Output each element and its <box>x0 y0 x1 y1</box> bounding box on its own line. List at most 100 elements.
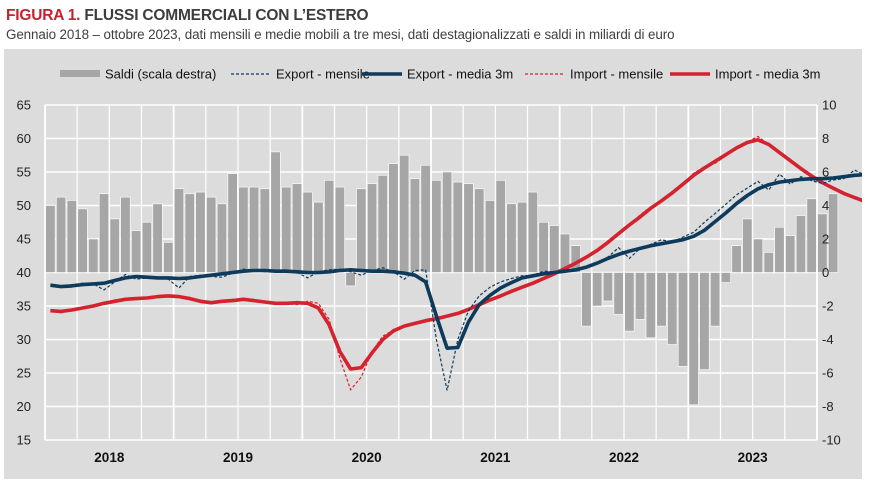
bar-saldi <box>763 252 774 273</box>
bar-saldi <box>270 151 281 273</box>
bar-saldi <box>227 173 238 273</box>
bar-saldi <box>549 225 560 273</box>
legend-label-export-m: Export - mensile <box>276 67 370 82</box>
chart-panel: 65 60 55 50 45 40 35 30 25 20 15 10 8 6 4 2 0 -2 -4 -6 -8 -1… <box>4 49 862 479</box>
figure-title: FIGURA 1. FLUSSI COMMERCIALI CON L’ESTER… <box>6 7 369 25</box>
bar-saldi <box>431 180 442 273</box>
bar-saldi <box>334 186 345 273</box>
bar-saldi <box>163 242 174 273</box>
y-right-tick-label: 10 <box>822 98 836 113</box>
bar-saldi <box>581 272 592 327</box>
y-right-tick-label: 0 <box>822 265 829 280</box>
y-left-tick-label: 15 <box>17 433 31 448</box>
bar-saldi <box>120 196 131 273</box>
bar-saldi <box>731 245 742 273</box>
bar-saldi <box>828 193 839 273</box>
bar-saldi <box>324 180 335 273</box>
y-left-tick-label: 55 <box>17 165 31 180</box>
bar-saldi <box>420 165 431 273</box>
legend-label-import-3m: Import - media 3m <box>715 67 820 82</box>
bar-saldi <box>195 191 206 273</box>
legend-swatch-saldi <box>60 70 100 77</box>
bar-saldi <box>710 272 721 327</box>
bar-saldi <box>152 203 163 273</box>
y-right-tick-label: -10 <box>822 433 841 448</box>
x-tick-label: 2019 <box>223 450 253 465</box>
bar-saldi <box>699 272 710 370</box>
bar-saldi <box>313 201 324 273</box>
x-tick-label: 2023 <box>738 450 769 465</box>
bar-saldi <box>506 203 517 273</box>
bar-saldi <box>538 221 549 273</box>
y-right-tick-label: 2 <box>822 232 829 247</box>
bar-saldi <box>624 272 635 332</box>
bar-saldi <box>688 272 699 406</box>
bar-saldi <box>302 191 313 273</box>
bar-saldi <box>249 186 260 273</box>
bar-saldi <box>66 200 77 273</box>
y-right-tick-label: 4 <box>822 198 829 213</box>
bar-saldi <box>720 272 731 283</box>
bar-saldi <box>474 188 485 273</box>
legend-label-export-3m: Export - media 3m <box>407 67 513 82</box>
legend-label-import-m: Import - mensile <box>570 67 663 82</box>
lines <box>50 135 862 392</box>
bar-saldi <box>98 193 110 273</box>
bar-saldi <box>592 272 603 307</box>
bar-saldi <box>259 188 270 273</box>
bar-saldi <box>635 272 646 320</box>
line-export-media-3m <box>50 173 862 350</box>
bar-saldi <box>281 186 292 273</box>
x-tick-label: 2020 <box>352 450 382 465</box>
bar-saldi <box>452 181 463 273</box>
legend-label-saldi: Saldi (scala destra) <box>105 67 216 82</box>
y-left-tick-label: 25 <box>17 366 31 381</box>
y-axis-left: 65 60 55 50 45 40 35 30 25 20 15 <box>17 98 31 448</box>
bar-saldi <box>742 218 753 273</box>
y-right-tick-label: 8 <box>822 131 829 146</box>
x-tick-label: 2021 <box>480 450 511 465</box>
bar-saldi <box>131 230 142 273</box>
bar-saldi <box>656 272 667 327</box>
y-left-tick-label: 40 <box>17 265 31 280</box>
bar-saldi <box>806 198 817 273</box>
bar-saldi <box>817 213 828 273</box>
bar-saldi <box>495 180 506 273</box>
bar-saldi <box>173 188 185 273</box>
bar-saldi <box>206 196 217 273</box>
bar-saldi <box>442 171 453 273</box>
bar-saldi <box>752 238 764 273</box>
y-right-tick-label: -8 <box>822 399 834 414</box>
y-left-tick-label: 20 <box>17 399 31 414</box>
bar-saldi <box>602 272 613 302</box>
figure-label: FIGURA 1. <box>6 7 81 24</box>
bar-saldi <box>388 163 399 273</box>
bar-saldi <box>56 196 67 273</box>
y-right-tick-label: -4 <box>822 332 834 347</box>
y-left-tick-label: 30 <box>17 332 31 347</box>
bar-saldi <box>291 183 303 273</box>
bar-saldi <box>484 200 496 273</box>
bar-saldi <box>216 203 227 273</box>
x-axis: 2018 2019 2020 2021 2022 2023 <box>94 450 768 465</box>
bar-saldi <box>366 183 378 273</box>
bar-saldi <box>345 272 356 287</box>
bar-saldi <box>88 238 99 273</box>
bar-saldi <box>184 193 195 273</box>
bar-saldi <box>527 191 538 273</box>
bar-saldi <box>774 226 785 273</box>
y-left-tick-label: 60 <box>17 131 31 146</box>
bar-saldi <box>109 218 120 273</box>
bar-saldi <box>238 186 249 273</box>
line-import-media-3m <box>50 138 862 371</box>
legend: Saldi (scala destra) Export - mensile Expo… <box>60 67 820 82</box>
bar-saldi <box>356 188 367 273</box>
bar-saldi <box>795 215 806 273</box>
bar-saldi <box>645 272 656 339</box>
y-left-tick-label: 65 <box>17 98 31 113</box>
x-tick-label: 2022 <box>609 450 639 465</box>
bar-saldi <box>677 272 689 367</box>
bar-saldi <box>77 208 88 273</box>
bar-saldi <box>409 178 420 273</box>
